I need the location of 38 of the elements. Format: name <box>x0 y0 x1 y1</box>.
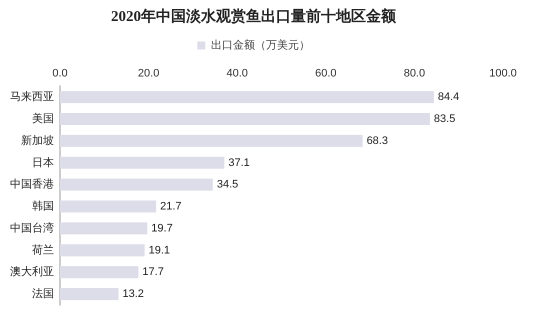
y-tick-label: 荷兰 <box>32 243 54 256</box>
bar <box>60 113 430 126</box>
data-label: 84.4 <box>438 91 460 104</box>
bar <box>60 134 363 147</box>
data-label: 19.7 <box>151 222 173 234</box>
data-label: 37.1 <box>228 156 250 169</box>
legend-label: 出口金额（万美元） <box>210 38 310 52</box>
data-label: 68.3 <box>366 134 388 147</box>
x-tick-label: 80.0 <box>404 68 426 80</box>
y-tick-label: 新加坡 <box>21 134 54 147</box>
y-tick-label: 美国 <box>32 112 54 126</box>
y-tick-label: 中国香港 <box>10 178 54 191</box>
y-tick-label: 日本 <box>32 156 54 169</box>
data-label: 13.2 <box>122 288 144 300</box>
bar <box>60 178 213 191</box>
x-tick-label: 0.0 <box>52 68 68 80</box>
chart-title: 2020年中国淡水观赏鱼出口量前十地区金额 <box>111 6 397 25</box>
data-label: 34.5 <box>216 178 238 191</box>
y-tick-label: 法国 <box>32 287 54 300</box>
data-label: 83.5 <box>434 113 456 126</box>
y-tick-label: 中国台湾 <box>10 221 54 234</box>
x-tick-label: 40.0 <box>226 68 248 80</box>
bar <box>60 200 156 213</box>
data-label: 21.7 <box>160 200 182 213</box>
y-tick-label: 韩国 <box>32 200 54 213</box>
bar <box>60 288 118 300</box>
data-label: 19.1 <box>148 244 170 256</box>
bar <box>60 266 138 278</box>
x-tick-label: 60.0 <box>315 68 337 80</box>
bar <box>60 244 145 256</box>
bar <box>60 222 148 234</box>
data-label: 17.7 <box>142 266 164 278</box>
x-tick-label: 100.0 <box>489 68 517 80</box>
bar <box>60 156 224 169</box>
bar <box>60 91 434 104</box>
x-tick-label: 20.0 <box>138 68 160 80</box>
y-tick-label: 马来西亚 <box>10 90 54 104</box>
y-tick-label: 澳大利亚 <box>10 265 54 278</box>
